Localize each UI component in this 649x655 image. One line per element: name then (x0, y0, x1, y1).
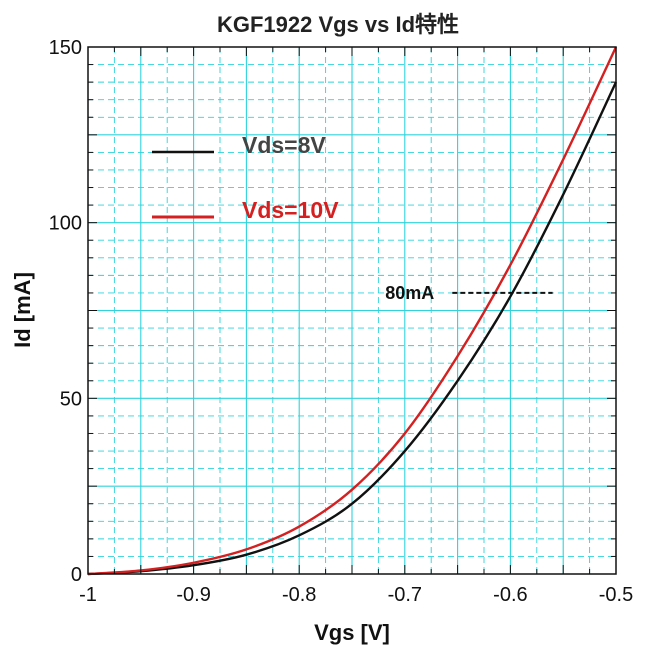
y-axis-label: Id [mA] (10, 272, 35, 348)
x-tick-label: -0.9 (176, 584, 210, 606)
chart-title: KGF1922 Vgs vs Id特性 (217, 12, 459, 37)
x-tick-labels: -1 -0.9 -0.8 -0.7 -0.6 -0.5 (79, 584, 633, 606)
legend: Vds=8V Vds=10V (152, 132, 339, 223)
x-tick-label: -1 (79, 584, 97, 606)
x-axis-label: Vgs [V] (314, 620, 390, 645)
legend-label-vds-10v: Vds=10V (242, 197, 339, 223)
y-tick-labels: 0 50 100 150 (49, 37, 82, 586)
x-tick-label: -0.5 (599, 584, 633, 606)
y-tick-label: 100 (49, 213, 82, 235)
y-tick-label: 50 (60, 388, 82, 410)
x-tick-label: -0.8 (282, 584, 316, 606)
annotation-80ma: 80mA (385, 283, 553, 303)
series-lines (87, 46, 618, 576)
y-tick-label: 0 (71, 564, 82, 586)
legend-label-vds-8v: Vds=8V (242, 132, 326, 158)
series-line-vds-10v (87, 46, 618, 576)
annotation-label: 80mA (385, 283, 434, 303)
y-tick-label: 150 (49, 37, 82, 59)
x-tick-label: -0.6 (493, 584, 527, 606)
axis-ticks (87, 46, 617, 575)
series-line-vds-8v (87, 81, 618, 576)
x-tick-label: -0.7 (388, 584, 422, 606)
